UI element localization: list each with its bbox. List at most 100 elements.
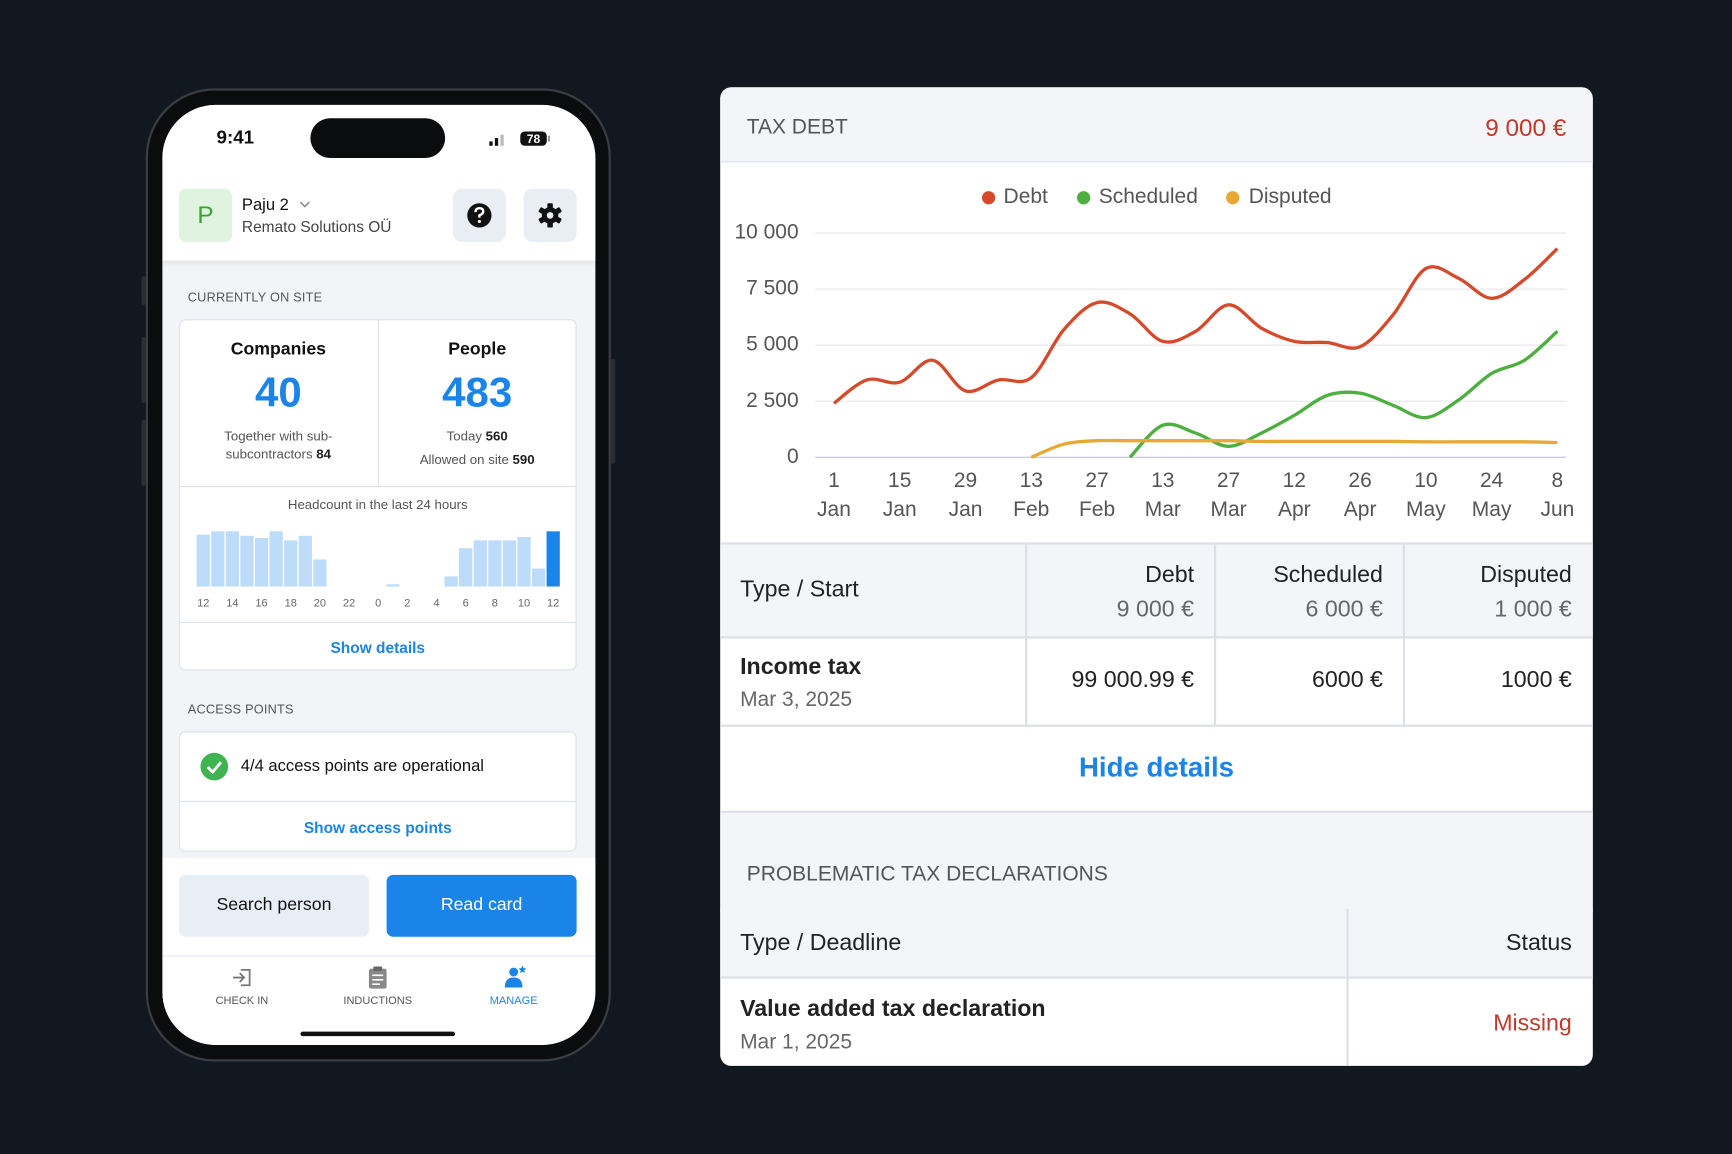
hour-label: 10 (518, 597, 530, 609)
headcount-bar (488, 540, 502, 587)
x-tick-label: 13 Feb (1013, 469, 1050, 522)
manage-icon (504, 965, 527, 988)
headcount-bar (444, 576, 458, 587)
status-time: 9:41 (216, 127, 255, 149)
headcount-bar (386, 584, 400, 587)
divider (1402, 542, 1406, 726)
headcount-bar (284, 540, 298, 587)
stat-value: 40 (255, 370, 302, 417)
line-chart: 0 2 500 5 000 7 500 10 000 (734, 221, 1567, 468)
legend-item: Disputed (1226, 186, 1332, 210)
headcount-bar (517, 536, 531, 587)
gear-icon (538, 203, 562, 228)
section-title: PROBLEMATIC TAX DECLARATIONS (746, 862, 1108, 886)
x-tick-label: 24 May (1471, 469, 1512, 522)
headcount-bar (531, 568, 546, 587)
divider (180, 800, 576, 802)
settings-button[interactable] (523, 188, 577, 242)
chevron-icon (299, 201, 310, 208)
x-tick-label: 8 Jun (1540, 469, 1575, 522)
stat-note: Today 560 (378, 427, 577, 445)
search-button[interactable]: Search person (178, 874, 369, 937)
headcount-chart: 12 14 16 18 20 22 0 2 4 6 8 10 12 (196, 531, 560, 609)
note-value: 560 (485, 428, 508, 445)
column-total: 1 000 € (1494, 596, 1572, 622)
row-deadline: Mar 1, 2025 (740, 1030, 853, 1054)
column-header: Type / Start (740, 576, 859, 603)
hour-label: 12 (547, 597, 559, 609)
legend: Debt Scheduled Disputed (720, 186, 1593, 210)
hour-label: 6 (463, 597, 469, 609)
y-tick-label: 5 000 (746, 333, 798, 356)
note-value: 590 (512, 451, 535, 468)
help-button[interactable] (452, 188, 506, 242)
note-value: 84 (316, 446, 332, 462)
divider (377, 320, 379, 487)
battery-level: 78 (527, 132, 541, 146)
cell-debt: 99 000.99 € (1071, 667, 1195, 693)
stat-note: Allowed on site 590 (378, 451, 577, 469)
x-tick-label: 27 Mar (1210, 469, 1247, 522)
x-axis-labels: 1 Jan 15 Jan 29 Jan 13 Feb 27 Feb 13 Mar 27 Ma… (720, 87, 1593, 542)
panel-header (720, 87, 1593, 163)
legend-item: Debt (981, 185, 1048, 210)
y-tick-label: 2 500 (746, 389, 798, 412)
headcount-bar (211, 531, 225, 587)
section-title: ACCESS POINTS (187, 703, 294, 717)
panel-title: TAX DEBT (746, 115, 848, 140)
x-tick-label: 29 Jan (948, 469, 983, 522)
show-details-link[interactable]: Show details (330, 638, 426, 657)
x-tick-label: 27 Feb (1078, 469, 1116, 522)
section-band (720, 810, 1593, 912)
tab-label[interactable]: MANAGE (489, 995, 538, 1008)
signal-bar (500, 134, 504, 146)
divider (1346, 909, 1349, 1066)
battery-tip (547, 135, 551, 142)
x-tick-label: 13 Mar (1144, 469, 1181, 522)
org-name[interactable]: Paju 2 (241, 195, 289, 215)
hour-label: 2 (404, 597, 410, 609)
headcount-title: Headcount in the last 24 hours (287, 497, 468, 513)
row-start: Mar 3, 2025 (740, 688, 853, 712)
hour-label: 16 (255, 597, 267, 609)
column-total: 6 000 € (1305, 596, 1383, 622)
hour-label: 12 (197, 597, 209, 609)
stat-label: Companies (230, 340, 326, 359)
panel-total: 9 000 € (1485, 113, 1567, 142)
section-title: CURRENTLY ON SITE (187, 291, 323, 305)
x-tick-label: 15 Jan (882, 469, 917, 522)
column-header: Scheduled (1273, 562, 1383, 588)
table-header (720, 542, 1593, 639)
hour-label: 20 (314, 597, 326, 609)
tax-panel: TAX DEBT 9 000 € Debt Scheduled Disputed 0… (720, 87, 1593, 1066)
phone-screen: 9:41 78 P Paju 2 Remato Solutions OÜ CUR… (162, 104, 596, 1045)
legend-dot (981, 191, 995, 205)
access-card (178, 731, 577, 852)
x-tick-label: 12 Apr (1277, 469, 1311, 522)
on-site-card (178, 319, 577, 671)
column-header: Status (1506, 930, 1572, 956)
headcount-bar (298, 535, 312, 587)
legend-label: Debt (1003, 185, 1048, 209)
show-access-link[interactable]: Show access points (303, 818, 452, 837)
battery (520, 131, 547, 146)
line-series (832, 247, 1559, 405)
hour-label: 0 (375, 597, 381, 609)
tab-label[interactable]: CHECK IN (215, 995, 269, 1008)
y-tick-label: 10 000 (734, 221, 798, 244)
tab-label[interactable]: INDUCTIONS (343, 995, 413, 1008)
x-tick-label: 10 May (1406, 469, 1446, 522)
read-card-button[interactable]: Read card (386, 874, 577, 937)
row-type: Income tax (740, 653, 862, 680)
headcount-bar (546, 531, 560, 587)
legend-dot (1076, 191, 1090, 205)
line-series (1128, 330, 1559, 459)
headcount-bar (196, 534, 210, 587)
stat-note: Together with sub-subcontractors 84 (201, 427, 356, 462)
note-text: Allowed on site (419, 451, 509, 468)
hide-details-link[interactable]: Hide details (1078, 752, 1234, 784)
x-tick-label: 1 Jan (817, 469, 851, 522)
column-total: 9 000 € (1116, 596, 1195, 622)
